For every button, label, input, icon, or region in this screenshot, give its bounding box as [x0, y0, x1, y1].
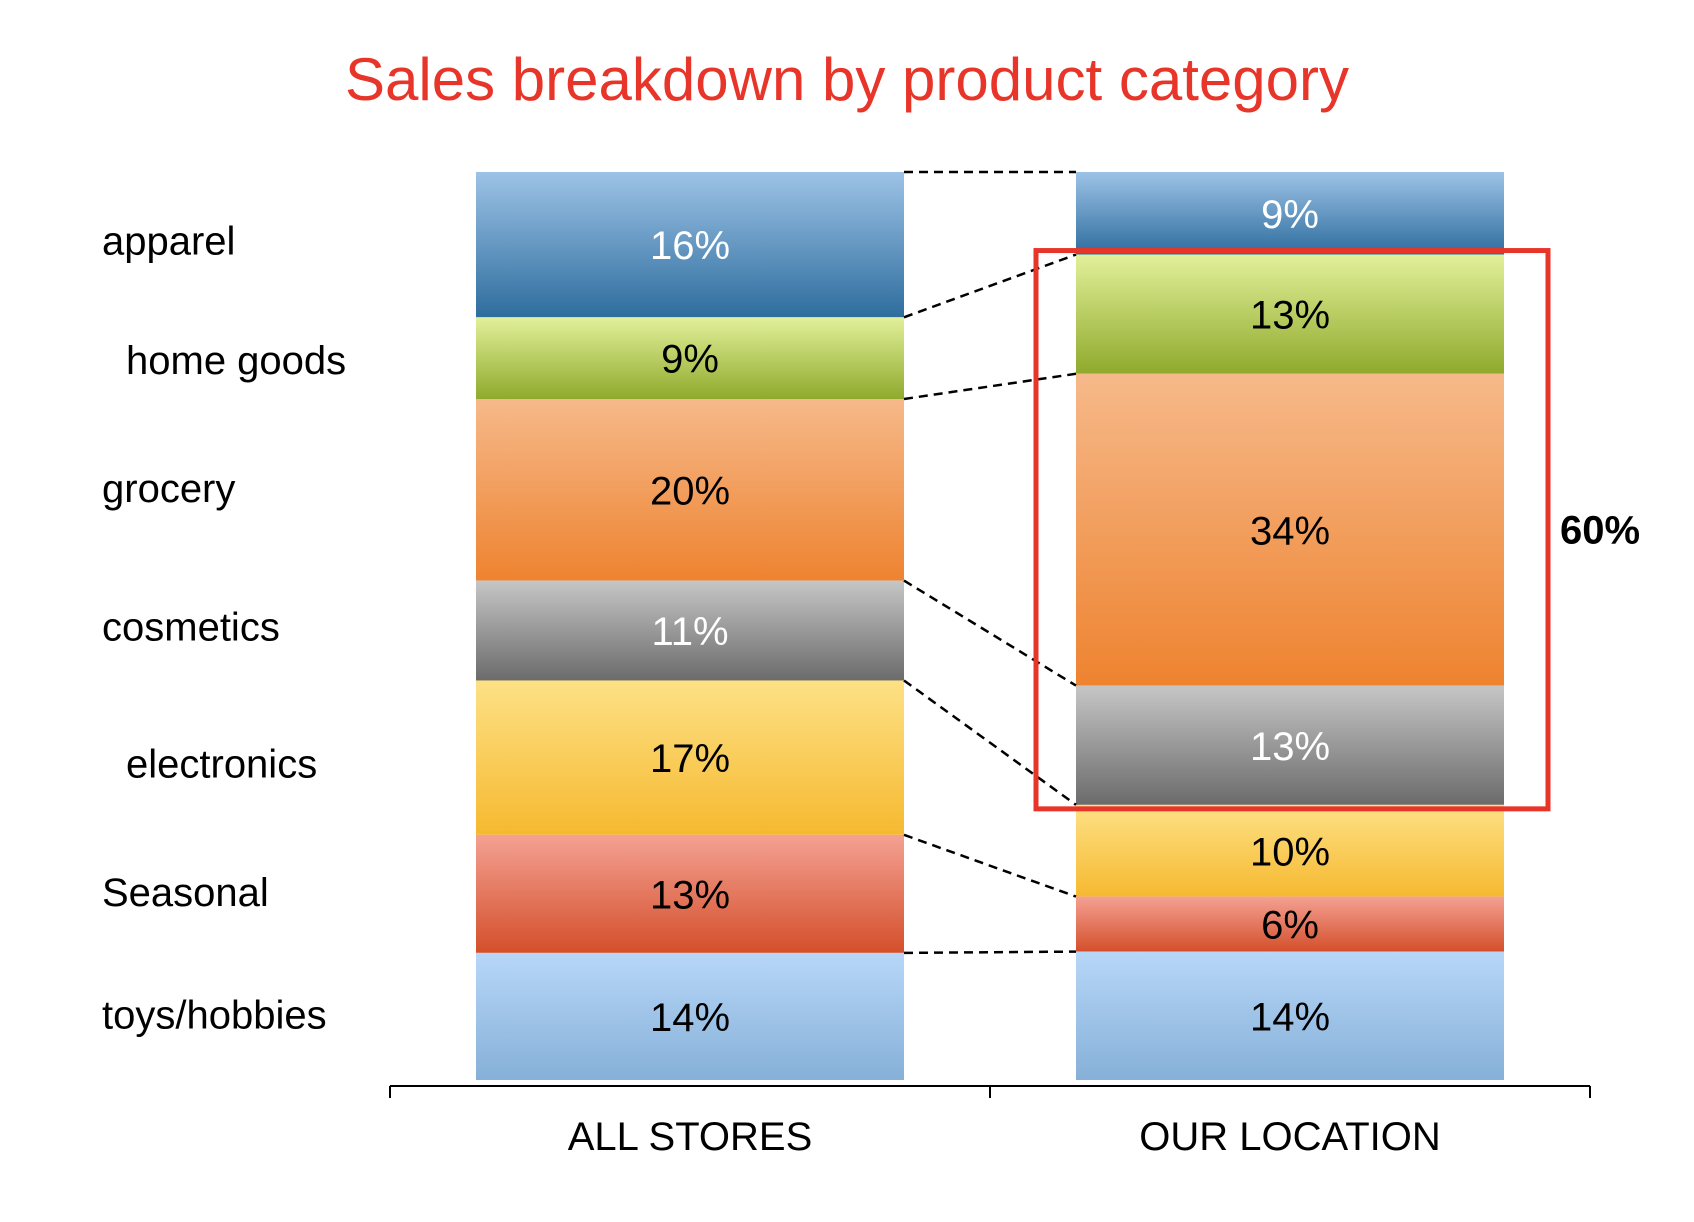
bar-segment-cosmetics-our-location — [1076, 685, 1504, 805]
legend-label-electronics: electronics — [126, 743, 317, 787]
connector-line — [903, 950, 1077, 955]
bar-segment-grocery-all-stores — [476, 399, 904, 581]
data-label-toys-hobbies-our-location: 14% — [1250, 995, 1330, 1039]
highlight-box — [1033, 248, 1551, 812]
bar-segment-toys-hobbies-our-location — [1076, 951, 1504, 1080]
legend-label-home-goods: home goods — [126, 339, 346, 383]
data-label-home-goods-all-stores: 9% — [661, 338, 719, 382]
data-label-cosmetics-our-location: 13% — [1250, 725, 1330, 769]
connector-line — [903, 833, 1077, 898]
bar-segment-electronics-our-location — [1076, 804, 1504, 897]
data-label-apparel-all-stores: 16% — [650, 224, 730, 268]
bar-segment-apparel-our-location — [1076, 172, 1504, 255]
legend-label-seasonal: Seasonal — [102, 871, 269, 915]
data-label-apparel-our-location: 9% — [1261, 193, 1319, 237]
data-label-grocery-our-location: 34% — [1250, 509, 1330, 553]
legend-label-cosmetics: cosmetics — [102, 606, 280, 650]
data-label-home-goods-our-location: 13% — [1250, 294, 1330, 338]
data-label-seasonal-our-location: 6% — [1261, 904, 1319, 948]
chart-title: Sales breakdown by product category — [345, 46, 1349, 113]
highlight-group: 60% — [1033, 248, 1640, 812]
series-labels: apparel home goods grocery cosmetics electro… — [102, 220, 346, 1038]
data-label-seasonal-all-stores: 13% — [650, 873, 730, 917]
highlight-total-label: 60% — [1560, 509, 1640, 553]
data-label-electronics-all-stores: 17% — [650, 737, 730, 781]
connector-lines — [903, 170, 1077, 955]
connector-line — [903, 253, 1077, 319]
x-tick-label-all-stores: ALL STORES — [568, 1115, 813, 1159]
bar-segment-toys-hobbies-all-stores — [476, 952, 904, 1080]
connector-line — [903, 372, 1077, 401]
bar-segment-seasonal-all-stores — [476, 834, 904, 953]
bar-segment-seasonal-our-location — [1076, 896, 1504, 952]
data-label-electronics-our-location: 10% — [1250, 830, 1330, 874]
connector-line — [903, 679, 1077, 806]
data-label-grocery-all-stores: 20% — [650, 469, 730, 513]
x-tick-label-our-location: OUR LOCATION — [1139, 1115, 1441, 1159]
bar-segment-grocery-our-location — [1076, 373, 1504, 686]
x-axis: ALL STORES OUR LOCATION — [389, 1085, 1591, 1159]
bar-segment-home-goods-our-location — [1076, 254, 1504, 374]
legend-label-apparel: apparel — [102, 220, 235, 264]
legend-label-toys-hobbies: toys/hobbies — [102, 993, 327, 1037]
bar-segment-cosmetics-all-stores — [476, 580, 904, 681]
bar-segment-home-goods-all-stores — [476, 317, 904, 399]
connector-line — [903, 579, 1077, 687]
legend-label-grocery: grocery — [102, 467, 235, 511]
data-label-toys-hobbies-all-stores: 14% — [650, 996, 730, 1040]
bars-layer: 16% 9% 20% 11% 17% 13% 14% 9% 13% 34% 13% 10% 6% 14% — [476, 172, 1504, 1080]
data-label-cosmetics-all-stores: 11% — [651, 610, 728, 654]
bar-segment-electronics-all-stores — [476, 680, 904, 835]
bar-segment-apparel-all-stores — [476, 172, 904, 318]
